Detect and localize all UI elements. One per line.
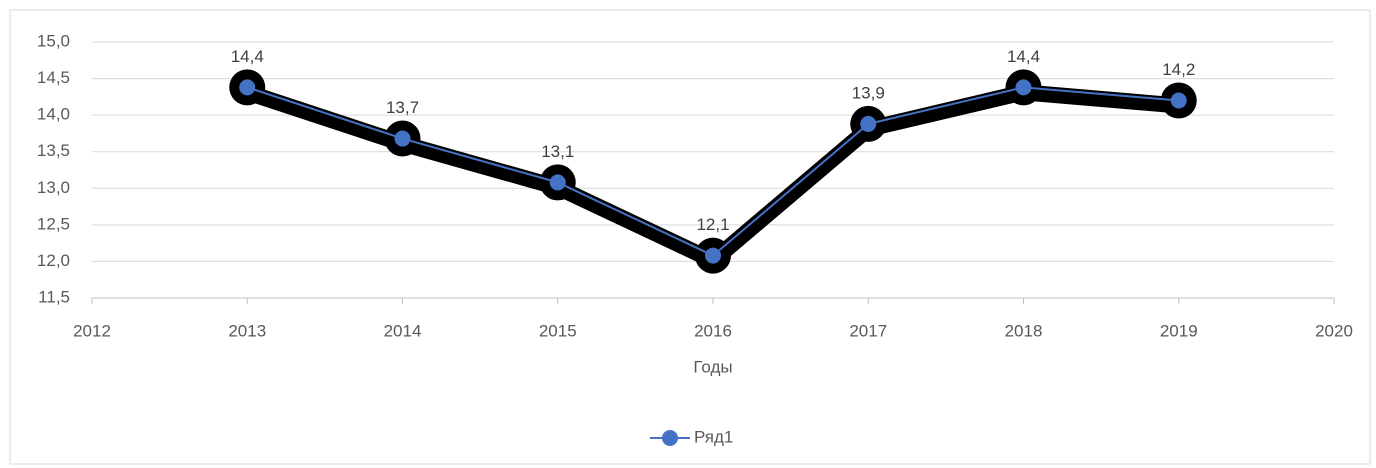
marker <box>549 174 566 191</box>
x-axis-label: Годы <box>693 357 732 376</box>
marker <box>1170 92 1187 109</box>
marker <box>1015 79 1032 96</box>
x-tick-label: 2020 <box>1315 321 1353 340</box>
y-tick-label: 13,0 <box>37 178 70 197</box>
x-tick-label: 2019 <box>1160 321 1198 340</box>
marker <box>239 79 256 96</box>
data-label: 14,2 <box>1162 60 1195 79</box>
data-label: 13,7 <box>386 98 419 117</box>
data-label: 14,4 <box>231 47 264 66</box>
x-tick-label: 2012 <box>73 321 111 340</box>
marker <box>860 115 877 132</box>
y-tick-label: 12,5 <box>37 214 70 233</box>
marker <box>394 130 411 147</box>
data-label: 12,1 <box>696 215 729 234</box>
y-tick-label: 15,0 <box>37 31 70 50</box>
y-tick-label: 12,0 <box>37 251 70 270</box>
y-tick-label: 11,5 <box>38 287 70 306</box>
x-tick-label: 2014 <box>384 321 422 340</box>
data-label: 13,1 <box>541 142 574 161</box>
y-tick-label: 14,0 <box>37 105 70 124</box>
x-tick-label: 2013 <box>228 321 266 340</box>
y-tick-label: 14,5 <box>37 68 70 87</box>
x-tick-label: 2016 <box>694 321 732 340</box>
x-tick-label: 2018 <box>1005 321 1043 340</box>
marker <box>705 247 721 264</box>
x-tick-label: 2015 <box>539 321 577 340</box>
x-tick-label: 2017 <box>849 321 887 340</box>
data-label: 14,4 <box>1007 47 1040 66</box>
data-label: 13,9 <box>852 83 885 102</box>
legend-label: Ряд1 <box>694 427 733 446</box>
y-tick-label: 13,5 <box>37 141 70 160</box>
legend-marker <box>662 430 678 446</box>
